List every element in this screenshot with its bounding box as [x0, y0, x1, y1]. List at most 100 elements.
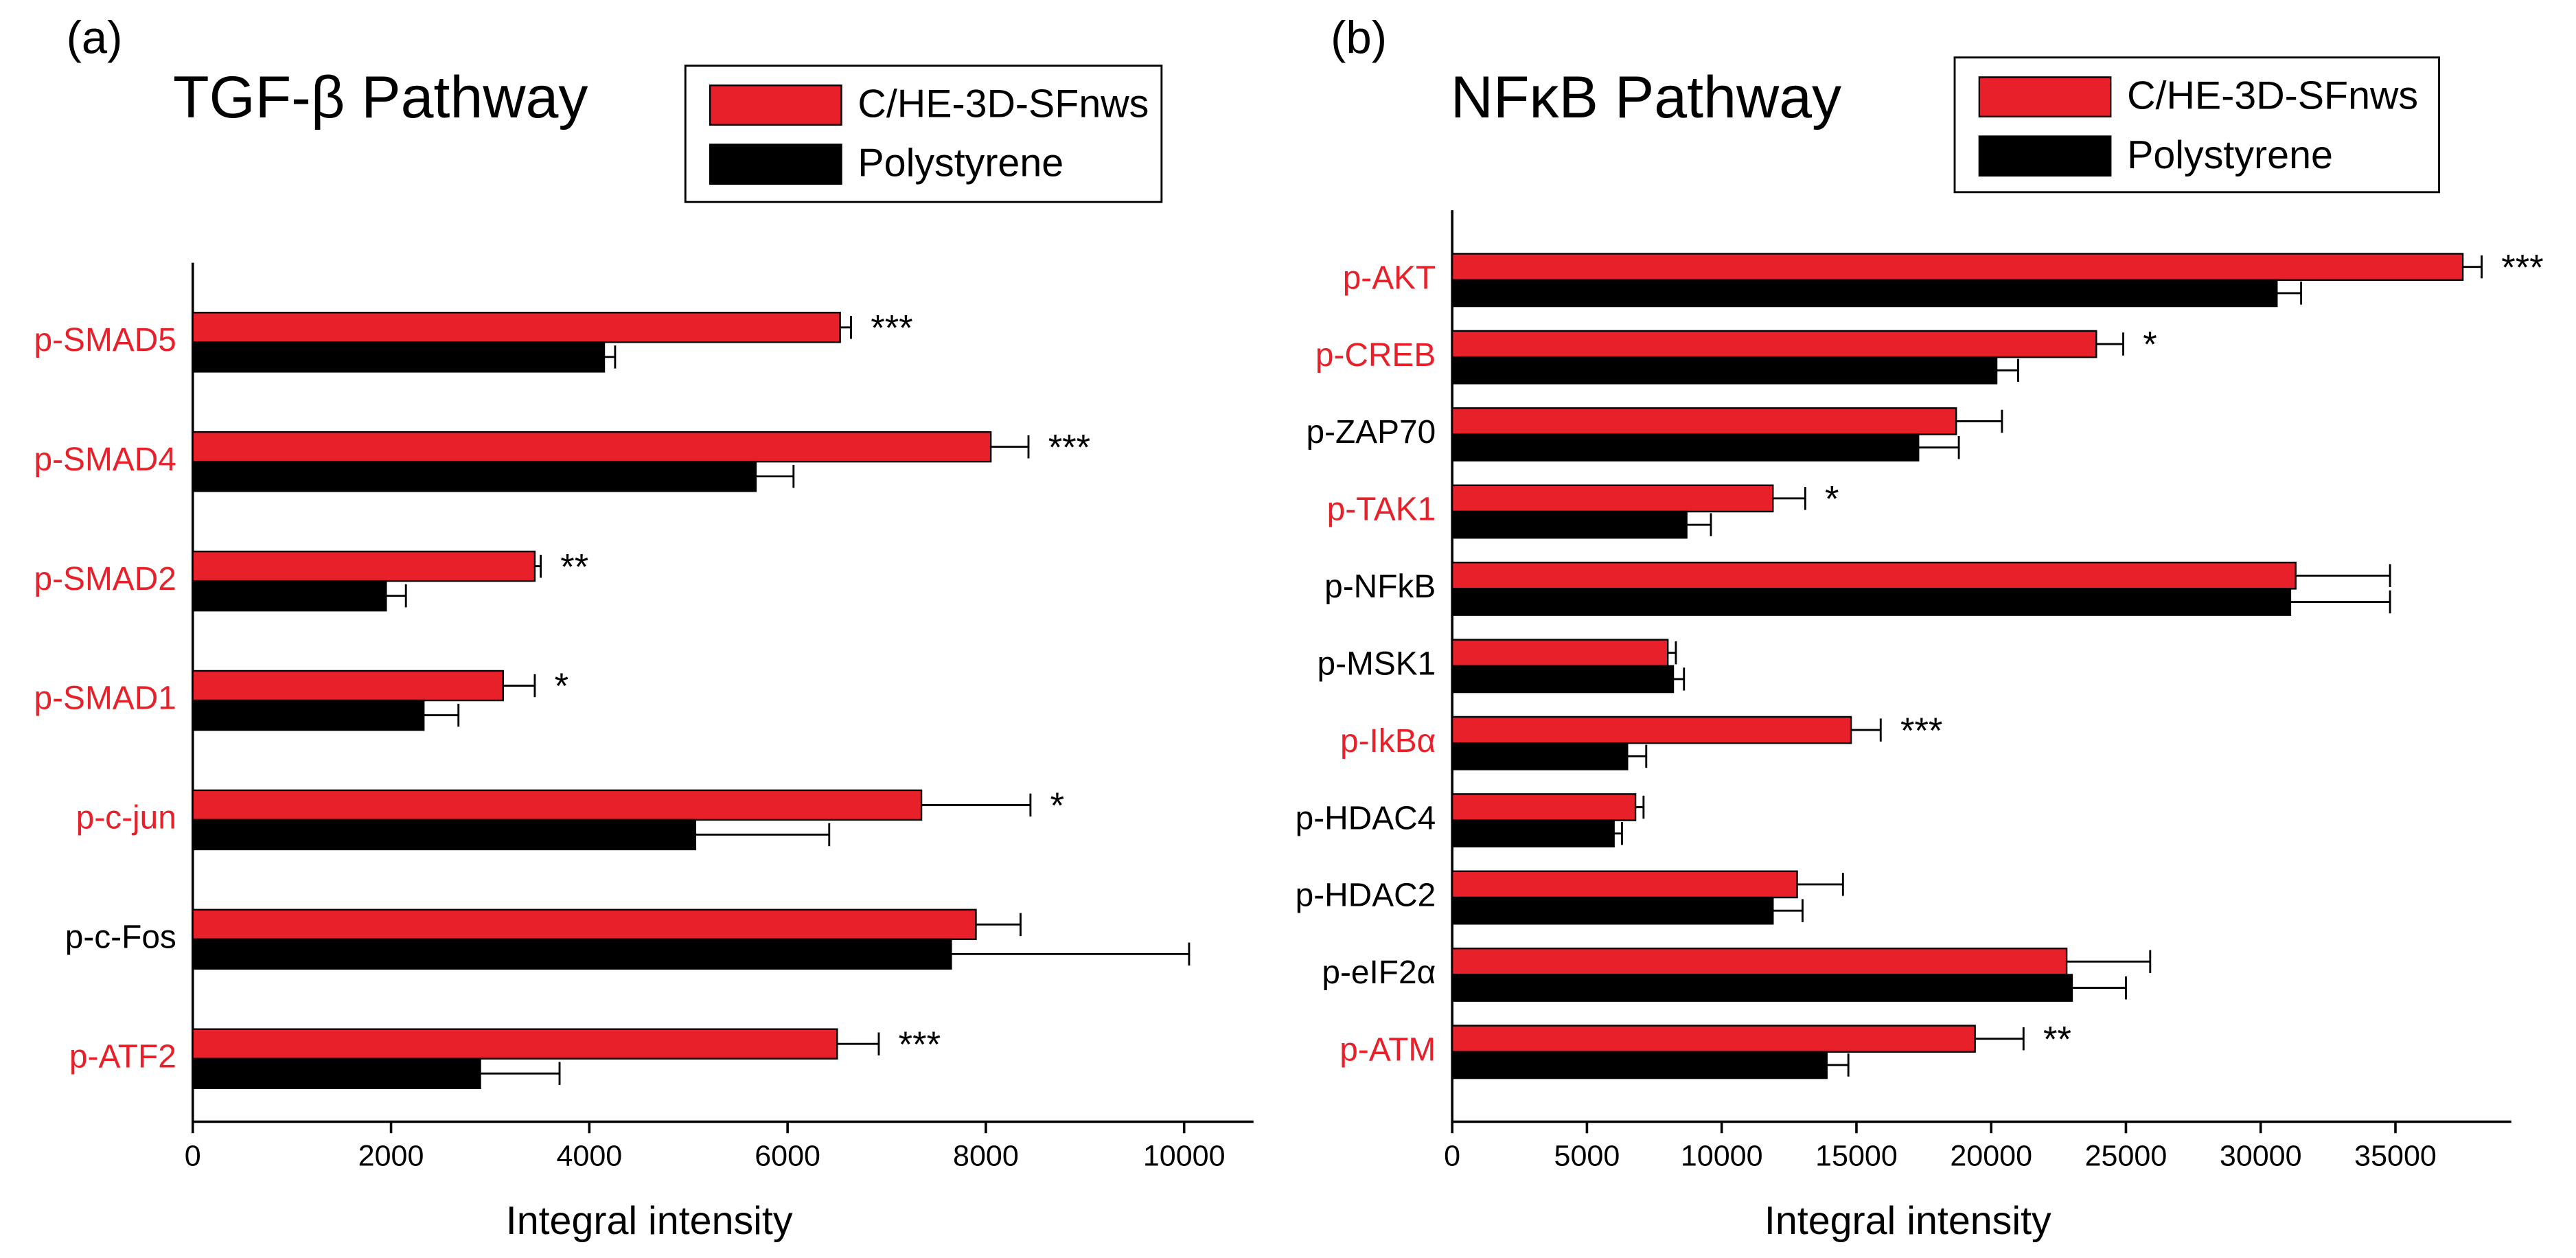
significance: *** — [1048, 427, 1090, 468]
error-bar — [1635, 795, 1645, 819]
significance: * — [555, 666, 568, 707]
bar — [1451, 819, 1615, 848]
error-bar — [1673, 667, 1686, 691]
bar — [1451, 665, 1675, 694]
bar — [1451, 588, 2292, 616]
bar — [192, 431, 992, 463]
category-label: p-MSK1 — [1317, 645, 1436, 682]
bar — [192, 312, 841, 343]
error-bar — [921, 793, 1032, 817]
category-label: p-c-jun — [76, 800, 176, 836]
error-bar — [1668, 641, 1677, 665]
error-bar — [534, 554, 542, 578]
error-bar — [1851, 718, 1882, 742]
significance: * — [1050, 786, 1064, 826]
error-bar — [837, 1032, 880, 1055]
category-label: p-SMAD4 — [34, 442, 176, 478]
bar — [1451, 742, 1629, 770]
error-bar — [1997, 358, 2019, 382]
bar — [1451, 407, 1957, 435]
error-bar — [2096, 332, 2124, 356]
error-bar — [1773, 899, 1804, 922]
category-label: p-ATF2 — [69, 1038, 176, 1075]
bar — [192, 670, 504, 702]
bar — [1451, 716, 1852, 744]
category-label: p-TAK1 — [1327, 492, 1436, 528]
category-label: p-eIF2α — [1322, 954, 1436, 991]
bar — [1451, 561, 2297, 590]
error-bar — [951, 942, 1191, 966]
legend-swatch — [1978, 135, 2112, 177]
bar — [1451, 253, 2464, 281]
category-label: p-c-Fos — [65, 919, 176, 955]
panel-label: (a) — [67, 12, 123, 63]
legend-swatch — [709, 84, 842, 126]
x-tick-label: 6000 — [755, 1139, 820, 1172]
bar — [192, 1028, 838, 1060]
bar — [192, 789, 923, 821]
chart-title: TGF-β Pathway — [173, 65, 588, 130]
error-bar — [386, 584, 407, 608]
x-tick-label: 0 — [185, 1139, 201, 1172]
x-tick-label: 30000 — [2220, 1139, 2302, 1172]
category-label: p-NFkB — [1324, 569, 1436, 605]
x-axis-label: Integral intensity — [506, 1199, 793, 1243]
error-bar — [1975, 1027, 2025, 1051]
error-bar — [503, 674, 536, 698]
category-label: p-ZAP70 — [1306, 414, 1436, 450]
bar — [1451, 279, 2278, 308]
bar — [192, 580, 387, 612]
error-bar — [991, 435, 1030, 459]
error-bar — [2277, 282, 2303, 305]
bar — [192, 550, 536, 582]
error-bar — [840, 316, 852, 339]
error-bar — [480, 1062, 561, 1086]
error-bar — [424, 703, 460, 727]
x-tick-label: 2000 — [358, 1139, 424, 1172]
error-bar — [1956, 409, 2003, 433]
legend-label: Polystyrene — [858, 141, 1063, 185]
x-tick-label: 35000 — [2354, 1139, 2437, 1172]
bar — [1451, 974, 2073, 1002]
legend-label: C/HE-3D-SFnws — [858, 82, 1149, 126]
error-bar — [604, 345, 617, 369]
bar — [192, 341, 606, 373]
category-label: p-AKT — [1343, 260, 1436, 296]
error-bar — [1797, 873, 1844, 896]
legend-label: C/HE-3D-SFnws — [2127, 74, 2418, 118]
error-bar — [2463, 255, 2483, 279]
bar — [1451, 639, 1669, 667]
significance: ** — [2043, 1019, 2071, 1060]
category-label: p-SMAD2 — [34, 561, 176, 597]
category-label: p-SMAD1 — [34, 681, 176, 717]
x-tick-label: 4000 — [556, 1139, 622, 1172]
significance: *** — [1900, 711, 1942, 751]
category-label: p-IkBα — [1340, 723, 1436, 759]
bar — [1451, 1051, 1828, 1079]
category-label: p-ATM — [1339, 1031, 1436, 1068]
x-tick-label: 10000 — [1143, 1139, 1226, 1172]
panel-label: (b) — [1331, 12, 1387, 63]
error-bar — [1627, 744, 1648, 768]
error-bar — [755, 465, 795, 488]
error-bar — [695, 823, 831, 847]
significance: *** — [2501, 247, 2543, 288]
significance: ** — [560, 547, 588, 587]
legend-swatch — [1978, 76, 2112, 118]
x-tick-label: 8000 — [953, 1139, 1019, 1172]
error-bar — [976, 913, 1022, 937]
bar — [1451, 947, 2068, 976]
bar — [192, 819, 697, 851]
legend-label: Polystyrene — [2127, 133, 2333, 177]
error-bar — [2067, 950, 2152, 974]
error-bar — [2290, 590, 2391, 614]
legend-swatch — [709, 144, 842, 185]
error-bar — [2071, 976, 2127, 1000]
error-bar — [1918, 435, 1960, 459]
bar — [192, 461, 757, 492]
x-tick-label: 25000 — [2085, 1139, 2167, 1172]
significance: * — [2143, 325, 2157, 365]
bar — [1451, 510, 1688, 539]
error-bar — [1826, 1053, 1850, 1077]
